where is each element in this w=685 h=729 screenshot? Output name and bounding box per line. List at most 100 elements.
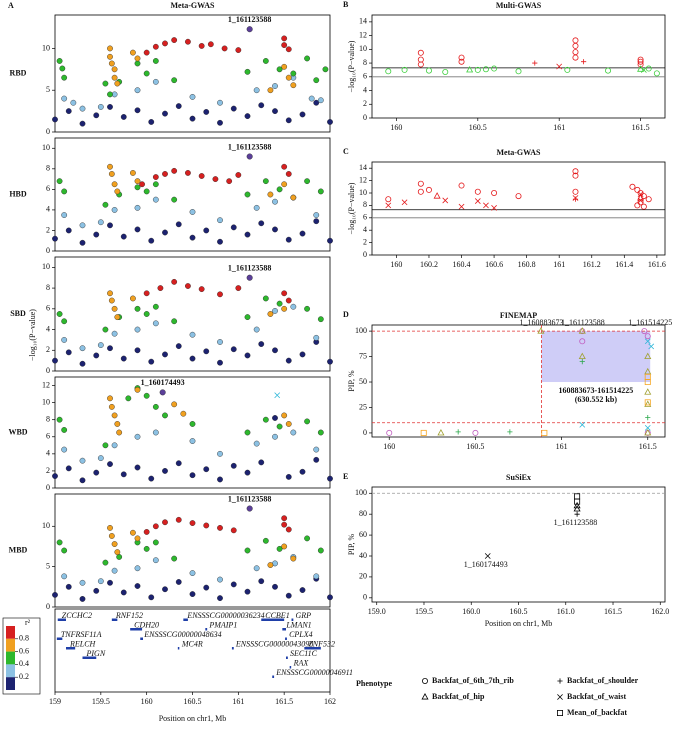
y-tick-label: 10	[359, 188, 367, 197]
snp-point	[285, 74, 292, 81]
point	[637, 194, 645, 201]
snp-point	[262, 537, 269, 544]
point	[385, 68, 392, 75]
point	[455, 429, 461, 435]
snp-point	[97, 342, 104, 348]
snp-point	[152, 58, 159, 64]
snp-point	[304, 418, 310, 425]
point	[401, 199, 408, 206]
lead-label: 1_160174493	[141, 378, 185, 387]
x-tick-label: 161	[556, 442, 568, 451]
snp-point	[244, 547, 251, 554]
snp-point	[276, 300, 283, 307]
x-tick-label: 159.5	[415, 607, 433, 616]
snp-point	[79, 345, 86, 352]
snp-point	[61, 95, 68, 102]
snp-point	[313, 218, 320, 225]
snp-point	[189, 115, 196, 122]
x-tick-label: 161.2	[583, 260, 601, 269]
annotation: 1_161123588	[554, 518, 598, 527]
plot-frame	[54, 137, 331, 252]
point	[573, 505, 581, 512]
snp-point	[107, 222, 113, 229]
point	[437, 428, 445, 436]
snp-point	[203, 227, 210, 234]
point	[458, 203, 465, 210]
snp-point	[262, 178, 269, 185]
y-tick-label: 2	[46, 345, 50, 354]
snp-point	[189, 209, 196, 215]
snp-point	[61, 573, 68, 580]
point	[644, 428, 652, 436]
snp-point	[262, 416, 269, 423]
snp-point	[171, 401, 178, 408]
panel-label: E	[343, 472, 348, 481]
snp-point	[162, 110, 168, 117]
snp-point	[322, 66, 329, 73]
legend-marker	[557, 678, 563, 684]
legend-band	[6, 677, 15, 690]
snp-point	[217, 291, 223, 298]
point	[644, 338, 651, 345]
y-axis-label: −log₁₀(P−value)	[28, 309, 37, 361]
snp-point	[152, 523, 159, 530]
y-tick-label: 6	[46, 432, 50, 441]
snp-point	[285, 421, 292, 427]
snp-point	[65, 108, 72, 115]
snp-point	[244, 469, 251, 476]
gene-label: PMAIP1	[208, 620, 237, 629]
y-tick-label: 14	[359, 163, 367, 172]
snp-point	[198, 286, 205, 293]
snp-point	[61, 188, 68, 195]
x-tick-label: 160.5	[469, 123, 487, 132]
lead-snp	[246, 153, 253, 160]
snp-point	[114, 188, 121, 195]
snp-point	[107, 53, 113, 60]
point	[401, 66, 408, 73]
snp-point	[226, 178, 233, 185]
snp-point	[185, 283, 191, 289]
snp-point	[230, 105, 237, 112]
snp-point	[108, 533, 115, 539]
y-tick-label: 10	[42, 43, 50, 52]
point	[507, 429, 513, 435]
snp-point	[327, 119, 333, 125]
snp-point	[189, 421, 196, 427]
x-tick-label: 162.0	[651, 607, 669, 616]
snp-point	[175, 221, 182, 228]
snp-point	[61, 337, 68, 343]
snp-point	[317, 429, 324, 436]
snp-point	[143, 70, 150, 77]
snp-point	[189, 331, 196, 338]
gene-body	[231, 647, 234, 650]
snp-point	[107, 91, 113, 98]
point	[572, 172, 579, 179]
snp-point	[290, 303, 297, 310]
y-tick-label: 10	[42, 143, 50, 152]
snp-point	[152, 557, 159, 564]
legend-label: Backfat_of_hip	[432, 692, 485, 701]
snp-point	[189, 570, 196, 576]
point	[472, 429, 479, 436]
snp-point	[148, 119, 155, 125]
snp-point	[171, 77, 178, 84]
snp-point	[111, 330, 118, 337]
snp-point	[217, 99, 223, 106]
snp-point	[152, 43, 159, 50]
gene-body	[289, 666, 292, 669]
snp-point	[134, 107, 141, 114]
plot-frame	[371, 324, 666, 438]
y-tick-label: 0	[363, 428, 367, 437]
snp-point	[107, 579, 113, 586]
snp-point	[107, 461, 113, 467]
snp-point	[304, 55, 310, 62]
snp-point	[327, 358, 333, 365]
snp-point	[143, 188, 150, 195]
panel-title: Meta-GWAS	[171, 1, 216, 10]
snp-point	[285, 526, 292, 533]
point	[572, 195, 579, 201]
trait-label: SBD	[10, 309, 26, 318]
snp-point	[185, 38, 191, 45]
snp-point	[304, 305, 310, 312]
snp-point	[93, 112, 100, 119]
